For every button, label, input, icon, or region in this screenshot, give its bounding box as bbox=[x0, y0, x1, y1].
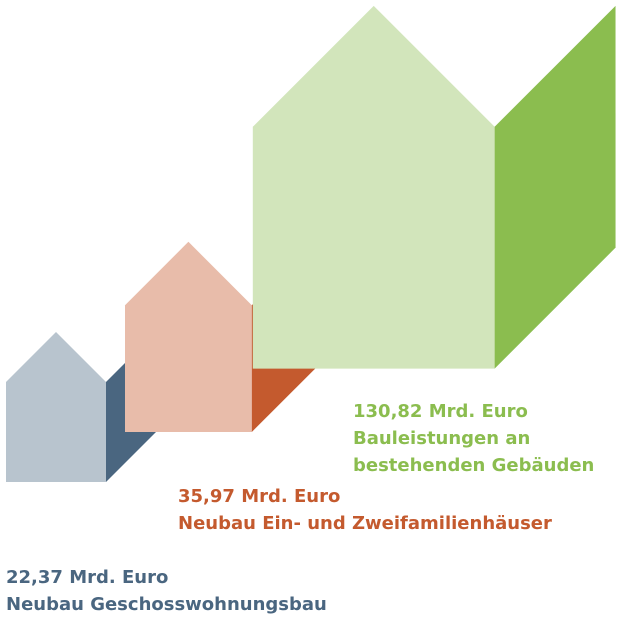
value-label: 35,97 Mrd. Euro bbox=[178, 486, 341, 507]
house-front bbox=[125, 241, 252, 432]
category-label: Neubau Ein- und Zweifamilienhäuser bbox=[178, 513, 552, 534]
category-label: Neubau Geschosswohnungsbau bbox=[6, 594, 327, 615]
value-label: 130,82 Mrd. Euro bbox=[353, 401, 528, 422]
value-label: 22,37 Mrd. Euro bbox=[6, 567, 169, 588]
category-label: Bauleistungen an bestehenden Gebäuden bbox=[353, 428, 595, 476]
house-side bbox=[494, 5, 616, 369]
label: 35,97 Mrd. Euro Neubau Ein- und Zweifamil… bbox=[178, 483, 618, 537]
house-front bbox=[6, 332, 106, 482]
label: 22,37 Mrd. Euro Neubau Geschosswohnungsba… bbox=[6, 564, 406, 617]
label: 130,82 Mrd. Euro Bauleistungen an bestehe… bbox=[353, 398, 615, 479]
house-front bbox=[252, 5, 495, 369]
